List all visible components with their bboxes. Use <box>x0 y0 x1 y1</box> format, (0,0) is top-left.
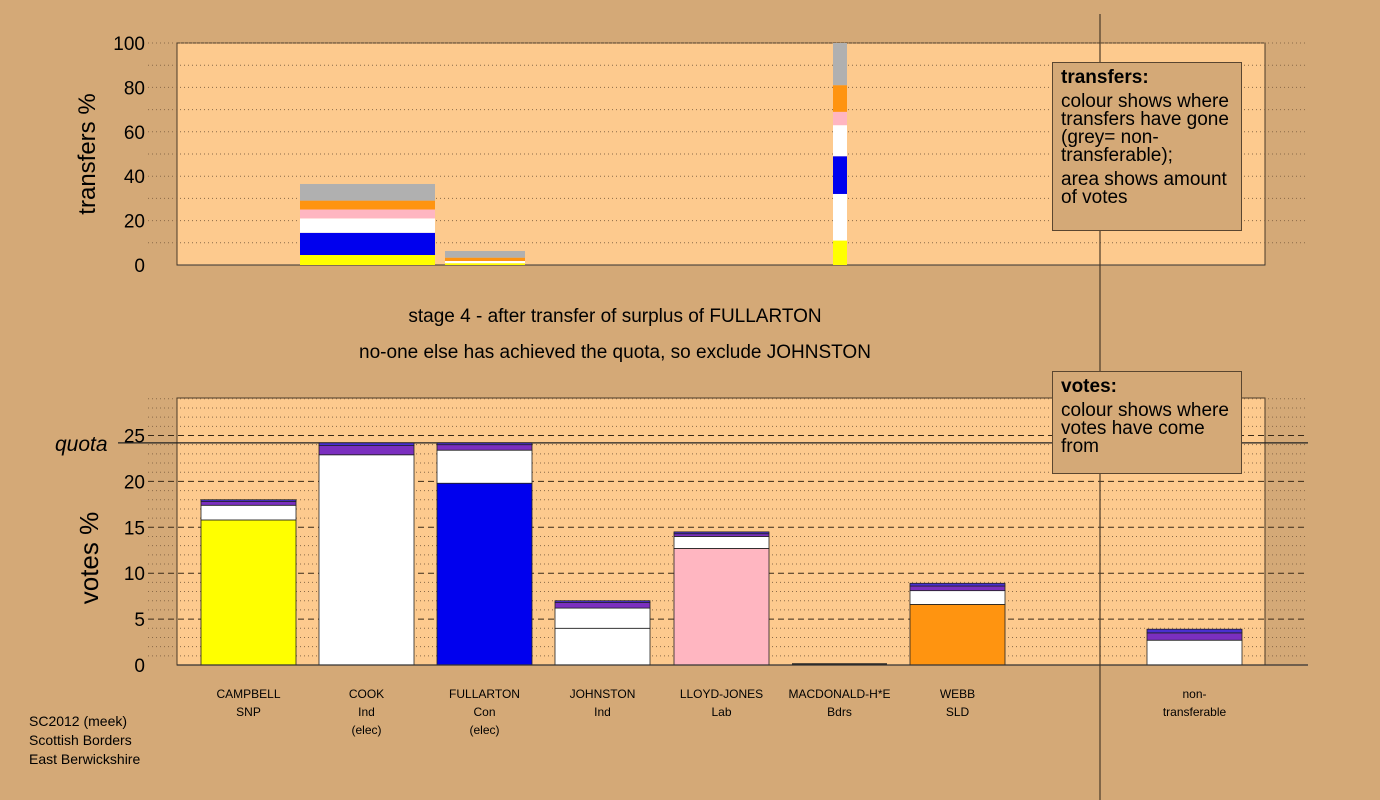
x-tick-sublabel: transferable <box>1163 705 1227 719</box>
vote-bar-webb-segment <box>909 604 1006 666</box>
vote-bar-campbell-segment <box>200 501 297 506</box>
x-tick-sublabel: SNP <box>236 705 261 719</box>
vote-bar-fullarton-segment <box>436 482 533 666</box>
x-tick-label: WEBB <box>940 687 975 701</box>
vote-bar-johnston-segment <box>554 607 651 629</box>
votes-y-tick-label: 15 <box>124 518 145 539</box>
footer-line-1: SC2012 (meek) <box>29 713 128 729</box>
votes-y-tick-label: 5 <box>134 610 145 631</box>
transfer-segment-fullarton-to-webb <box>833 85 847 112</box>
votes-y-tick-label: 20 <box>124 472 145 493</box>
transfer-segment-campbell-to-lloyd-jones <box>300 209 435 219</box>
footer-line-2: Scottish Borders <box>29 732 132 748</box>
decision-caption: no-one else has achieved the quota, so e… <box>359 342 871 363</box>
transfers-legend: transfers: colour shows where transfers … <box>1052 62 1242 231</box>
votes-axis-title: votes % <box>74 512 104 605</box>
vote-bar-non-transferable-segment <box>1146 639 1243 666</box>
x-tick-sublabel: Ind <box>358 705 375 719</box>
x-tick-sublabel: (elec) <box>351 723 381 737</box>
stage-caption: stage 4 - after transfer of surplus of F… <box>408 306 822 327</box>
transfers-y-tick-label: 100 <box>113 34 145 55</box>
vote-bar-fullarton-segment <box>436 442 533 446</box>
transfer-segment-fullarton-to-non-transferable <box>833 43 847 86</box>
vote-bar-fullarton-segment <box>436 449 533 484</box>
vote-bar-johnston-segment <box>554 602 651 609</box>
vote-bar-lloyd-jones-segment <box>673 536 770 549</box>
x-tick-sublabel: Bdrs <box>827 705 852 719</box>
votes-legend-title: votes: <box>1061 376 1117 397</box>
vote-bar-campbell-segment <box>200 519 297 666</box>
x-tick-label: FULLARTON <box>449 687 520 701</box>
x-tick-sublabel: SLD <box>946 705 970 719</box>
x-tick-label: LLOYD-JONES <box>680 687 763 701</box>
vote-bar-lloyd-jones-segment <box>673 531 770 535</box>
transfer-segment-campbell-to-non-transferable <box>300 183 435 201</box>
transfer-segment-fullarton-to-johnston <box>833 125 847 157</box>
x-tick-sublabel: Ind <box>594 705 611 719</box>
transfers-axis-title: transfers % <box>74 93 101 214</box>
x-tick-label: MACDONALD-H*E <box>788 687 890 701</box>
transfers-legend-title: transfers: <box>1061 67 1149 88</box>
transfers-legend-body-1: colour shows where transfers have gone (… <box>1061 91 1229 166</box>
transfer-segment-cook-to-johnston <box>445 261 525 264</box>
footer-line-3: East Berwickshire <box>29 751 141 767</box>
transfers-y-tick-label: 0 <box>134 256 145 277</box>
vote-bar-non-transferable-segment <box>1146 628 1243 634</box>
transfer-segment-campbell-to-webb <box>300 200 435 210</box>
transfer-segment-cook-to-campbell <box>445 263 525 265</box>
vote-bar-johnston-segment <box>554 627 651 666</box>
vote-bar-johnston-segment <box>554 600 651 603</box>
x-tick-label: COOK <box>349 687 384 701</box>
transfers-y-tick-label: 80 <box>124 78 145 99</box>
vote-bar-lloyd-jones-segment <box>673 548 770 666</box>
votes-legend: votes: colour shows where votes have com… <box>1052 371 1242 474</box>
vote-bar-cook-segment <box>318 442 415 446</box>
vote-bar-webb-segment <box>909 582 1006 587</box>
transfers-y-tick-label: 60 <box>124 123 145 144</box>
vote-bar-cook-segment <box>318 445 415 456</box>
x-tick-label: CAMPBELL <box>216 687 280 701</box>
transfer-segment-cook-to-non-transferable <box>445 251 525 258</box>
transfer-segment-campbell-to-campbell <box>300 255 435 265</box>
transfer-segment-fullarton-to-cook <box>833 193 847 241</box>
transfers-y-tick-label: 20 <box>124 212 145 233</box>
x-tick-sublabel: Lab <box>711 705 731 719</box>
votes-legend-body: colour shows where votes have come from <box>1061 400 1229 457</box>
transfer-segment-campbell-to-fullarton <box>300 232 435 256</box>
vote-bar-lloyd-jones-segment <box>673 533 770 537</box>
votes-y-tick-label: 0 <box>134 656 145 677</box>
vote-bar-cook-segment <box>318 454 415 666</box>
x-tick-label: non- <box>1182 687 1206 701</box>
footer: SC2012 (meek) Scottish Borders East Berw… <box>29 712 140 769</box>
vote-bar-campbell-segment <box>200 504 297 521</box>
vote-bar-fullarton-segment <box>436 444 533 451</box>
transfer-segment-cook-to-webb <box>445 257 525 262</box>
transfer-segment-fullarton-to-lloyd-jones <box>833 111 847 126</box>
transfers-y-tick-label: 40 <box>124 167 145 188</box>
quota-label: quota <box>55 433 108 456</box>
votes-y-tick-label: 10 <box>124 564 145 585</box>
transfers-legend-body-2: area shows amount of votes <box>1061 169 1227 208</box>
vote-bar-campbell-segment <box>200 499 297 502</box>
transfer-segment-fullarton-to-fullarton <box>833 156 847 194</box>
x-tick-sublabel: (elec) <box>469 723 499 737</box>
x-tick-sublabel: Con <box>473 705 495 719</box>
vote-bar-webb-segment <box>909 590 1006 605</box>
x-tick-label: JOHNSTON <box>570 687 636 701</box>
transfer-segment-campbell-to-johnston <box>300 218 435 233</box>
votes-y-tick-label: 25 <box>124 427 145 448</box>
vote-bar-non-transferable-segment <box>1146 632 1243 641</box>
vote-bar-webb-segment <box>909 585 1006 592</box>
transfer-segment-fullarton-to-campbell <box>833 240 847 265</box>
